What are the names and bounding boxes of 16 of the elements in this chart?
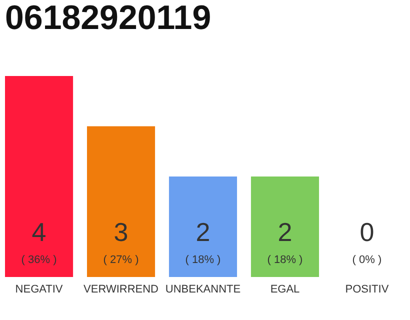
annotation: ( 27% ) bbox=[103, 254, 139, 266]
data-label: 0 bbox=[360, 217, 374, 247]
data-label: 2 bbox=[196, 217, 210, 247]
annotation: ( 18% ) bbox=[185, 254, 221, 266]
x-tick-label: UNBEKANNTE bbox=[165, 284, 241, 296]
annotation: ( 0% ) bbox=[352, 254, 382, 266]
x-tick-label: VERWIRREND bbox=[84, 284, 159, 296]
x-tick-label: NEGATIV bbox=[15, 284, 64, 296]
x-tick-label: EGAL bbox=[270, 284, 300, 296]
annotation: ( 36% ) bbox=[21, 254, 57, 266]
data-label: 4 bbox=[32, 217, 46, 247]
x-tick-label: POSITIV bbox=[345, 284, 390, 296]
annotation: ( 18% ) bbox=[267, 254, 303, 266]
chart-title: 06182920119 bbox=[5, 0, 212, 37]
data-label: 2 bbox=[278, 217, 292, 247]
data-label: 3 bbox=[114, 217, 128, 247]
